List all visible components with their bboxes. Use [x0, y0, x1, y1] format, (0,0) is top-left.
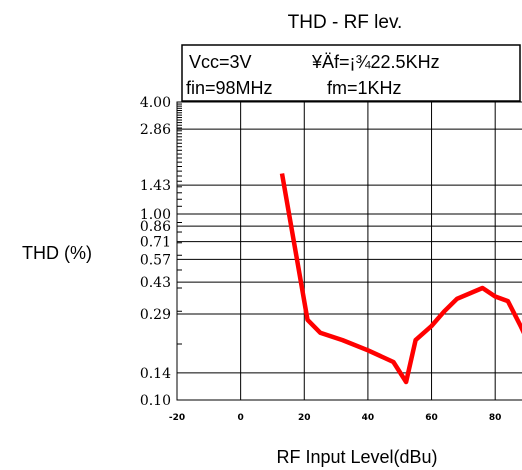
- y-tick-label: 0.86: [140, 219, 171, 235]
- x-tick-label: 20: [298, 413, 311, 423]
- series-group: [279, 173, 522, 385]
- y-axis-label: THD (%): [22, 243, 92, 263]
- grid-vertical: [240, 102, 496, 400]
- y-tick-label: 0.29: [140, 307, 171, 323]
- x-tick-label: 40: [362, 413, 375, 423]
- y-tick-label: 2.86: [140, 122, 171, 138]
- grid-horizontal: [177, 128, 522, 374]
- chart-title: THD - RF lev.: [288, 12, 403, 33]
- annotation-box: [181, 44, 521, 102]
- annotation-fm: fm=1KHz: [327, 78, 402, 98]
- x-tick-label: -20: [169, 413, 185, 423]
- x-tick-label: 80: [489, 413, 502, 423]
- y-tick-label: 1.43: [140, 178, 171, 194]
- x-tick-label: 60: [425, 413, 438, 423]
- annotation-fin: fin=98MHz: [186, 78, 273, 98]
- y-tick-label: 0.57: [140, 252, 171, 268]
- annotation-deviation: ¥Äf=¡¾22.5KHz: [311, 52, 440, 72]
- y-tick-label: 0.71: [140, 235, 171, 251]
- y-tick-label: 0.14: [140, 366, 171, 382]
- y-tick-labels: 4.00 2.86 1.43 1.000.860.710.57 0.43 0.29 0.14…: [140, 95, 171, 409]
- x-axis-label: RF Input Level(dBu): [276, 447, 437, 467]
- y-tick-label: 1.00: [140, 207, 171, 223]
- plot-frame: [176, 101, 522, 401]
- y-tick-label: 4.00: [140, 95, 171, 111]
- annotation-vcc: Vcc=3V: [189, 52, 252, 72]
- minor-ticks: [177, 101, 182, 401]
- y-tick-label: 0.10: [140, 393, 171, 409]
- x-tick-label: 0: [238, 413, 244, 423]
- thd-series-line: [279, 173, 522, 385]
- y-tick-label: 0.43: [140, 275, 171, 291]
- x-tick-labels: -20 0 20 40 60 80: [169, 413, 502, 423]
